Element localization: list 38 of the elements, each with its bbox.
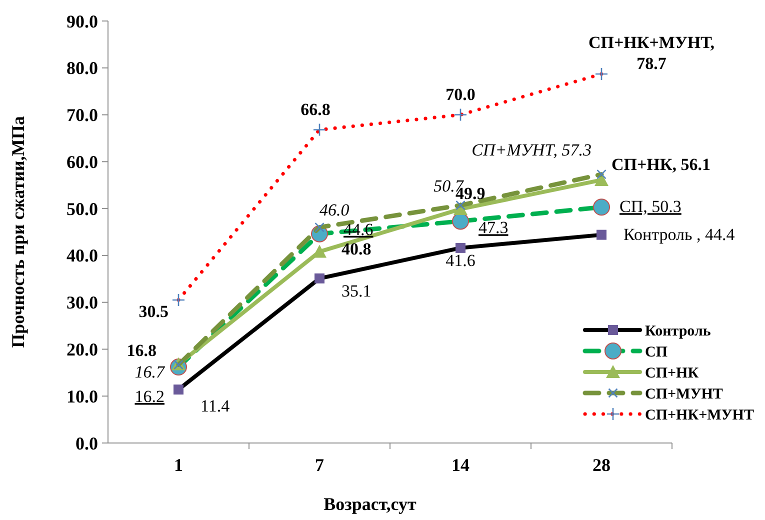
- legend-label: Контроль: [645, 323, 711, 340]
- data-label: 35.1: [342, 281, 372, 300]
- x-tick-label: 1: [174, 455, 183, 475]
- legend-label: СП+НК: [645, 365, 699, 382]
- y-tick-label: 20.0: [66, 340, 98, 360]
- data-label: СП+МУНТ, 57.3: [472, 140, 592, 160]
- data-label: 40.8: [342, 240, 372, 259]
- data-label: 11.4: [200, 396, 230, 416]
- data-label: Контроль , 44.4: [624, 224, 736, 244]
- y-tick-label: 90.0: [66, 11, 98, 32]
- legend-label: СП+НК+МУНТ: [645, 407, 754, 424]
- y-tick-label: 70.0: [66, 105, 98, 126]
- data-label: СП, 50.3: [620, 197, 682, 216]
- x-tick-label: 14: [452, 455, 470, 475]
- data-label: 70.0: [446, 84, 476, 104]
- x-tick-label: 7: [315, 455, 324, 475]
- legend-label: СП: [645, 344, 668, 360]
- data-label: СП+НК, 56.1: [612, 154, 710, 174]
- y-tick-label: 60.0: [66, 152, 98, 172]
- y-tick-label: 40.0: [66, 246, 98, 266]
- data-label: 41.6: [446, 250, 476, 270]
- y-tick-label: 10.0: [66, 386, 98, 406]
- data-label: 16.7: [134, 362, 166, 382]
- y-tick-label: 30.0: [66, 292, 98, 313]
- x-axis-title: Возраст,сут: [324, 494, 417, 514]
- y-tick-label: 50.0: [66, 198, 98, 219]
- data-label: 30.5: [138, 302, 168, 321]
- data-label: 47.3: [478, 218, 508, 238]
- data-label: 16.8: [126, 341, 156, 360]
- x-tick-label: 28: [592, 455, 610, 475]
- y-tick-label: 80.0: [66, 58, 98, 78]
- y-axis-title: Прочность при сжатии,МПа: [8, 116, 28, 348]
- data-label: 46.0: [320, 200, 350, 220]
- legend-label: СП+МУНТ: [645, 386, 723, 402]
- data-label: 16.2: [134, 387, 164, 406]
- data-label: СП+НК+МУНТ, 78.7: [588, 32, 715, 74]
- data-label: 66.8: [300, 100, 330, 119]
- y-tick-label: 0.0: [76, 433, 98, 454]
